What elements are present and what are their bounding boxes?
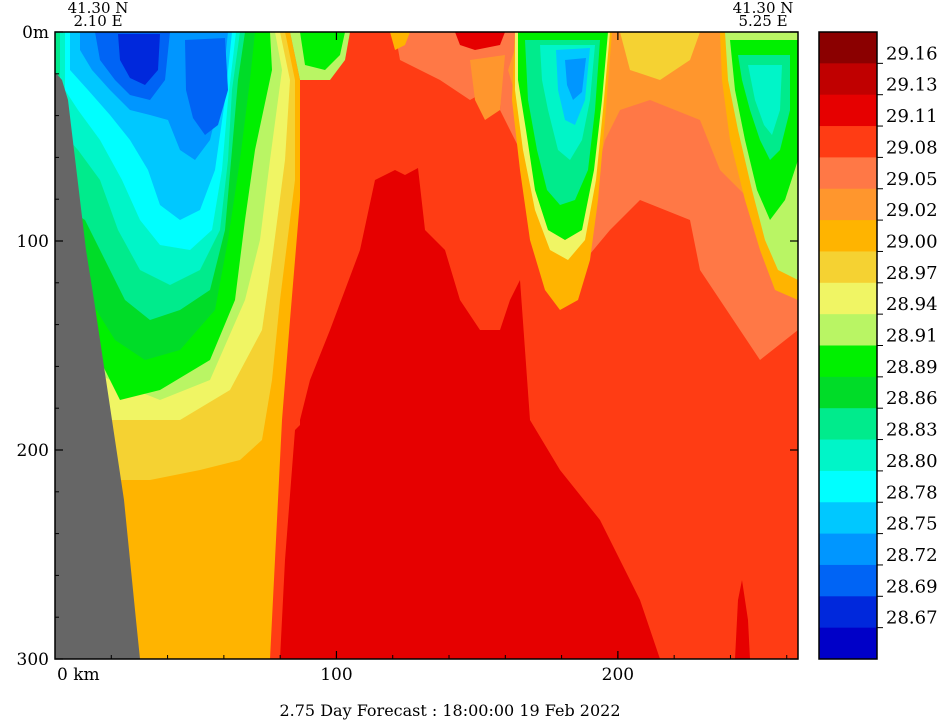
colorbar-label-8: 28.94 (886, 294, 938, 315)
colorbar-label-1: 29.13 (886, 75, 938, 96)
end-lon-label: 5.25 E (738, 12, 787, 30)
plume-red-far-right (735, 580, 750, 659)
x-tick-label-0: 100 (320, 665, 352, 685)
colorbar-swatch-18 (819, 596, 877, 629)
y-tick-label-0: 0m (22, 23, 49, 43)
colorbar-label-3: 29.08 (886, 137, 938, 158)
colorbar-swatch-3 (819, 126, 877, 158)
colorbar-swatch-8 (819, 282, 877, 315)
colorbar-label-5: 29.02 (886, 200, 938, 221)
end-lat-label: 41.30 N (733, 0, 794, 17)
plume-red-center (300, 168, 660, 659)
colorbar-swatch-16 (819, 533, 877, 566)
colorbar-swatch-9 (819, 314, 877, 346)
colorbar-label-18: 28.67 (886, 608, 938, 629)
colorbar-swatch-13 (819, 439, 877, 472)
plume-red-left (280, 420, 340, 659)
colorbar-swatch-14 (819, 470, 877, 503)
land-mask (55, 72, 140, 659)
colorbar-swatch-12 (819, 408, 877, 441)
y-tick-label-1: 100 (17, 232, 49, 252)
start-lat-label: 41.30 N (68, 0, 129, 17)
x-unit-label: 0 km (57, 665, 100, 685)
colorbar-swatch-11 (819, 376, 877, 409)
colorbar-swatch-4 (819, 157, 877, 190)
colorbar-label-13: 28.80 (886, 451, 938, 472)
chart-title: 2.75 Day Forecast : 18:00:00 19 Feb 2022 (279, 701, 620, 720)
x-tick-label-1: 200 (602, 665, 634, 685)
colorbar-swatch-1 (819, 63, 877, 96)
colorbar-label-7: 28.97 (886, 263, 938, 284)
colorbar-label-12: 28.83 (886, 420, 938, 441)
top-green-strip-dark (300, 32, 345, 70)
colorbar-label-17: 28.69 (886, 576, 938, 597)
y-axis: 0m 100 200 300 (17, 23, 798, 670)
colorbar-label-4: 29.05 (886, 169, 938, 190)
top-amber-patch (470, 55, 505, 120)
y-tick-label-2: 200 (17, 441, 49, 461)
colorbar-label-15: 28.75 (886, 514, 938, 535)
colorbar-label-11: 28.86 (886, 388, 938, 409)
colorbar-swatch-19 (819, 627, 877, 660)
colorbar-swatch-17 (819, 564, 877, 597)
colorbar-swatch-0 (819, 32, 877, 64)
colorbar-label-14: 28.78 (886, 482, 938, 503)
top-gold-patch (620, 32, 700, 80)
colorbar-label-6: 29.00 (886, 231, 938, 252)
colorbar: 29.16 29.13 29.11 29.08 29.05 29.02 29.00 28.97… (818, 31, 938, 660)
plume-red-right (560, 600, 590, 659)
colorbar-swatch-5 (819, 188, 877, 221)
mid-skyblue (565, 58, 586, 100)
left-blue-right (185, 38, 228, 135)
colorbar-label-0: 29.16 (886, 43, 938, 64)
colorbar-label-9: 28.91 (886, 326, 938, 347)
left-deepblue (118, 34, 160, 85)
plot-frame (54, 31, 799, 660)
y-tick-label-3: 300 (17, 650, 49, 670)
colorbar-swatch-7 (819, 251, 877, 284)
colorbar-label-2: 29.11 (886, 106, 938, 127)
start-lon-label: 2.10 E (73, 12, 122, 30)
plume-red-upper (455, 32, 505, 50)
colorbar-swatch-10 (819, 345, 877, 378)
colorbar-label-10: 28.89 (886, 357, 938, 378)
colorbar-label-16: 28.72 (886, 545, 938, 566)
right-cyangreen (748, 65, 782, 135)
temperature-field (55, 32, 798, 659)
colorbar-swatch-15 (819, 502, 877, 535)
colorbar-swatch-2 (819, 94, 877, 127)
top-yellow-patch (390, 32, 410, 50)
x-axis: 100 200 (110, 32, 788, 685)
colorbar-swatch-6 (819, 220, 877, 252)
